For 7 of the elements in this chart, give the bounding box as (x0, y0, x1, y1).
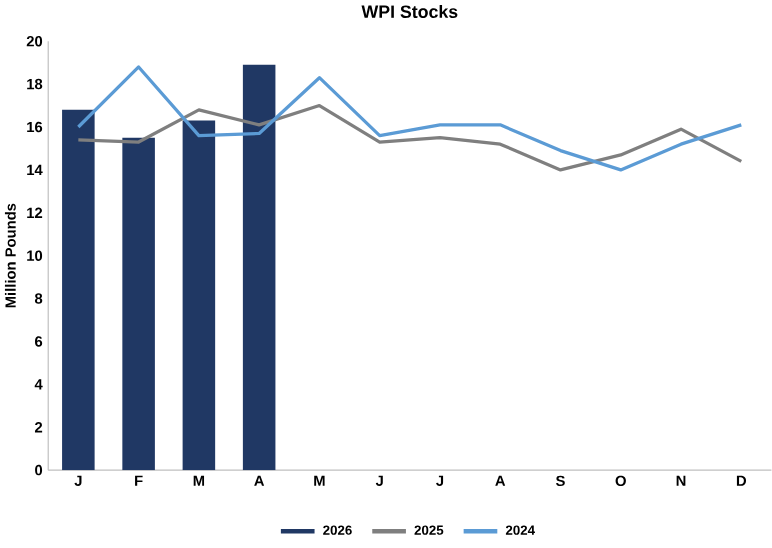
bar (182, 120, 216, 470)
bar (242, 64, 276, 470)
line-series (76, 64, 743, 172)
bar (62, 109, 95, 470)
line-series (76, 103, 743, 172)
bar (122, 137, 155, 470)
chart-title: WPI Stocks (361, 4, 458, 18)
